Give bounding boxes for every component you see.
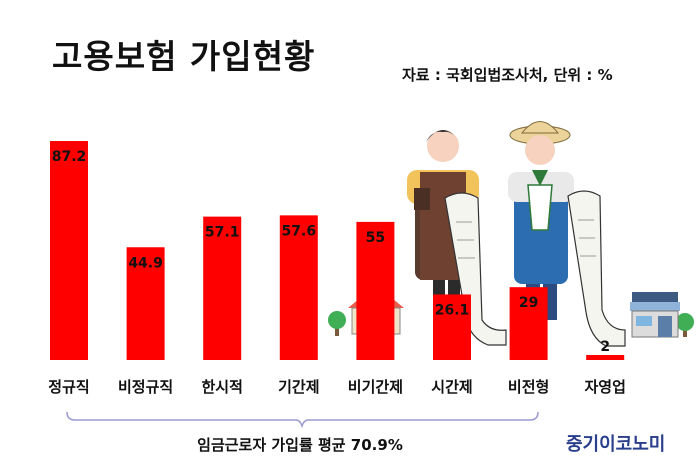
bar-비정규직 bbox=[126, 247, 165, 360]
bar-한시적 bbox=[203, 216, 242, 360]
category-label: 시간제 bbox=[431, 378, 472, 396]
value-label: 57.6 bbox=[282, 223, 317, 239]
average-note: 임금근로자 가입률 평균 70.9% bbox=[197, 436, 403, 454]
category-label: 비전형 bbox=[508, 378, 549, 396]
brand-logo: 중기이코노미 bbox=[566, 434, 666, 455]
category-label: 자영업 bbox=[584, 378, 625, 396]
bar-시간제 bbox=[433, 294, 471, 360]
source-note: 자료 : 국회입법조사처, 단위 : % bbox=[402, 66, 613, 84]
category-label: 정규직 bbox=[48, 378, 89, 396]
average-bracket bbox=[66, 411, 539, 429]
value-label: 29 bbox=[519, 295, 538, 311]
value-label: 44.9 bbox=[128, 255, 163, 271]
value-label: 2 bbox=[600, 339, 610, 355]
category-label: 한시적 bbox=[201, 378, 242, 396]
value-label: 55 bbox=[366, 230, 385, 246]
receipt-right bbox=[567, 190, 626, 347]
bar-자영업 bbox=[586, 354, 625, 360]
category-label: 비정규직 bbox=[118, 378, 173, 396]
page-title: 고용보험 가입현황 bbox=[52, 37, 316, 76]
bar-기간제 bbox=[279, 215, 318, 360]
receipt-left bbox=[444, 192, 507, 346]
category-label: 기간제 bbox=[278, 378, 319, 396]
bar-비기간제 bbox=[356, 221, 395, 360]
tree-icon bbox=[328, 311, 694, 337]
shop-icon bbox=[630, 292, 680, 338]
bar-series: 87.2 정규직 44.9 비정규직 57.1 한시적 57.6 기간제 55 비기간제 26.1 시… bbox=[48, 141, 626, 396]
value-label: 57.1 bbox=[205, 225, 240, 241]
bar-정규직 bbox=[50, 141, 88, 360]
value-label: 26.1 bbox=[435, 302, 470, 318]
bar-비전형 bbox=[509, 287, 548, 360]
category-label: 비기간제 bbox=[348, 378, 403, 396]
value-label: 87.2 bbox=[52, 149, 87, 165]
